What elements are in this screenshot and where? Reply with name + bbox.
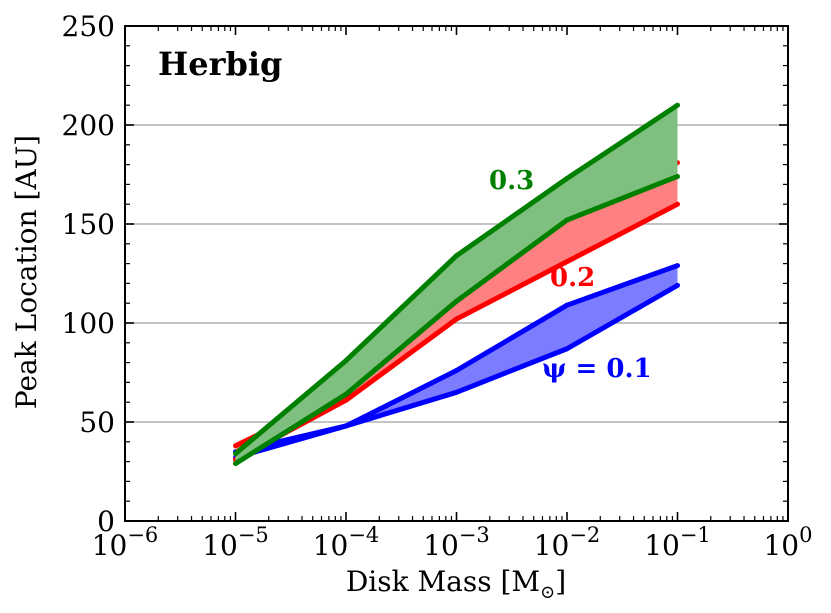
point-upper-ψ = 0.1-3 <box>564 302 570 308</box>
point-lower-ψ = 0.1-4 <box>675 282 680 288</box>
x-tick-label-exponent: 0 <box>799 523 812 547</box>
x-axis-title-sub: ⊙ <box>540 582 555 603</box>
x-tick-label-base: 10 <box>763 529 799 562</box>
x-tick-label-base: 10 <box>644 529 680 562</box>
x-tick-label-1: 10−5 <box>202 523 269 562</box>
x-axis-title: Disk Mass [M⊙] <box>346 565 566 603</box>
x-tick-label-exponent: −5 <box>238 523 269 547</box>
x-tick-label-exponent: −2 <box>569 523 600 547</box>
x-tick-label-6: 100 <box>763 523 812 562</box>
x-tick-label-exponent: −4 <box>348 523 379 547</box>
x-tick-label-exponent: −1 <box>680 523 711 547</box>
point-lower-0.2-3 <box>564 259 570 265</box>
point-lower-0.3-2 <box>454 298 459 304</box>
series-label-0.3: 0.3 <box>489 166 534 196</box>
x-tick-label-exponent: −6 <box>127 523 158 547</box>
x-axis-title-main: Disk Mass [M <box>346 565 540 598</box>
point-lower-0.3-3 <box>564 217 570 223</box>
point-lower-ψ = 0.1-2 <box>454 389 459 395</box>
point-upper-0.3-4 <box>675 102 680 108</box>
point-upper-0.3-0 <box>233 451 238 457</box>
x-tick-label-5: 10−1 <box>644 523 711 562</box>
y-axis-title: Peak Location [AU] <box>10 135 43 409</box>
x-axis-title-end: ] <box>555 565 566 598</box>
plot-frame <box>124 25 789 522</box>
point-lower-0.3-4 <box>675 173 680 179</box>
y-tick-label-150: 150 <box>62 208 115 241</box>
x-tick-label-base: 10 <box>92 529 128 562</box>
y-tick-label-250: 250 <box>62 10 115 43</box>
x-tick-label-exponent: −3 <box>459 523 490 547</box>
point-upper-0.3-1 <box>343 358 349 364</box>
point-lower-0.2-4 <box>675 201 680 207</box>
point-lower-0.2-2 <box>454 316 459 322</box>
point-upper-0.3-3 <box>564 175 570 181</box>
panel-title: Herbig <box>158 45 282 83</box>
point-upper-ψ = 0.1-4 <box>675 263 680 269</box>
series-band-0.2 <box>235 162 678 460</box>
series-layer <box>233 102 680 467</box>
x-tick-label-base: 10 <box>313 529 349 562</box>
x-tick-label-3: 10−3 <box>423 523 490 562</box>
series-band-0.3 <box>235 105 678 464</box>
series-label-0.1: ψ = 0.1 <box>542 354 652 384</box>
point-lower-0.3-0 <box>233 461 238 467</box>
point-lower-ψ = 0.1-3 <box>564 346 570 352</box>
y-tick-label-0: 0 <box>97 505 115 538</box>
y-tick-label-50: 50 <box>79 406 115 439</box>
point-lower-0.3-1 <box>343 391 349 397</box>
x-tick-label-4: 10−2 <box>534 523 601 562</box>
x-tick-label-2: 10−4 <box>313 523 380 562</box>
x-tick-label-base: 10 <box>534 529 570 562</box>
point-lower-0.2-1 <box>343 397 349 403</box>
series-band-ψ = 0.1 <box>235 265 678 458</box>
x-tick-label-base: 10 <box>423 529 459 562</box>
point-lower-ψ = 0.1-1 <box>343 423 349 429</box>
series-0.3 <box>233 102 680 467</box>
x-tick-label-0: 10−6 <box>92 523 159 562</box>
point-upper-0.3-2 <box>454 253 459 259</box>
x-tick-label-base: 10 <box>202 529 238 562</box>
series-ψ = 0.1 <box>233 263 680 461</box>
point-upper-0.2-0 <box>233 443 238 449</box>
y-tick-label-100: 100 <box>62 307 115 340</box>
point-upper-ψ = 0.1-2 <box>454 368 459 374</box>
series-label-0.2: 0.2 <box>550 263 595 293</box>
y-tick-label-200: 200 <box>62 109 115 142</box>
